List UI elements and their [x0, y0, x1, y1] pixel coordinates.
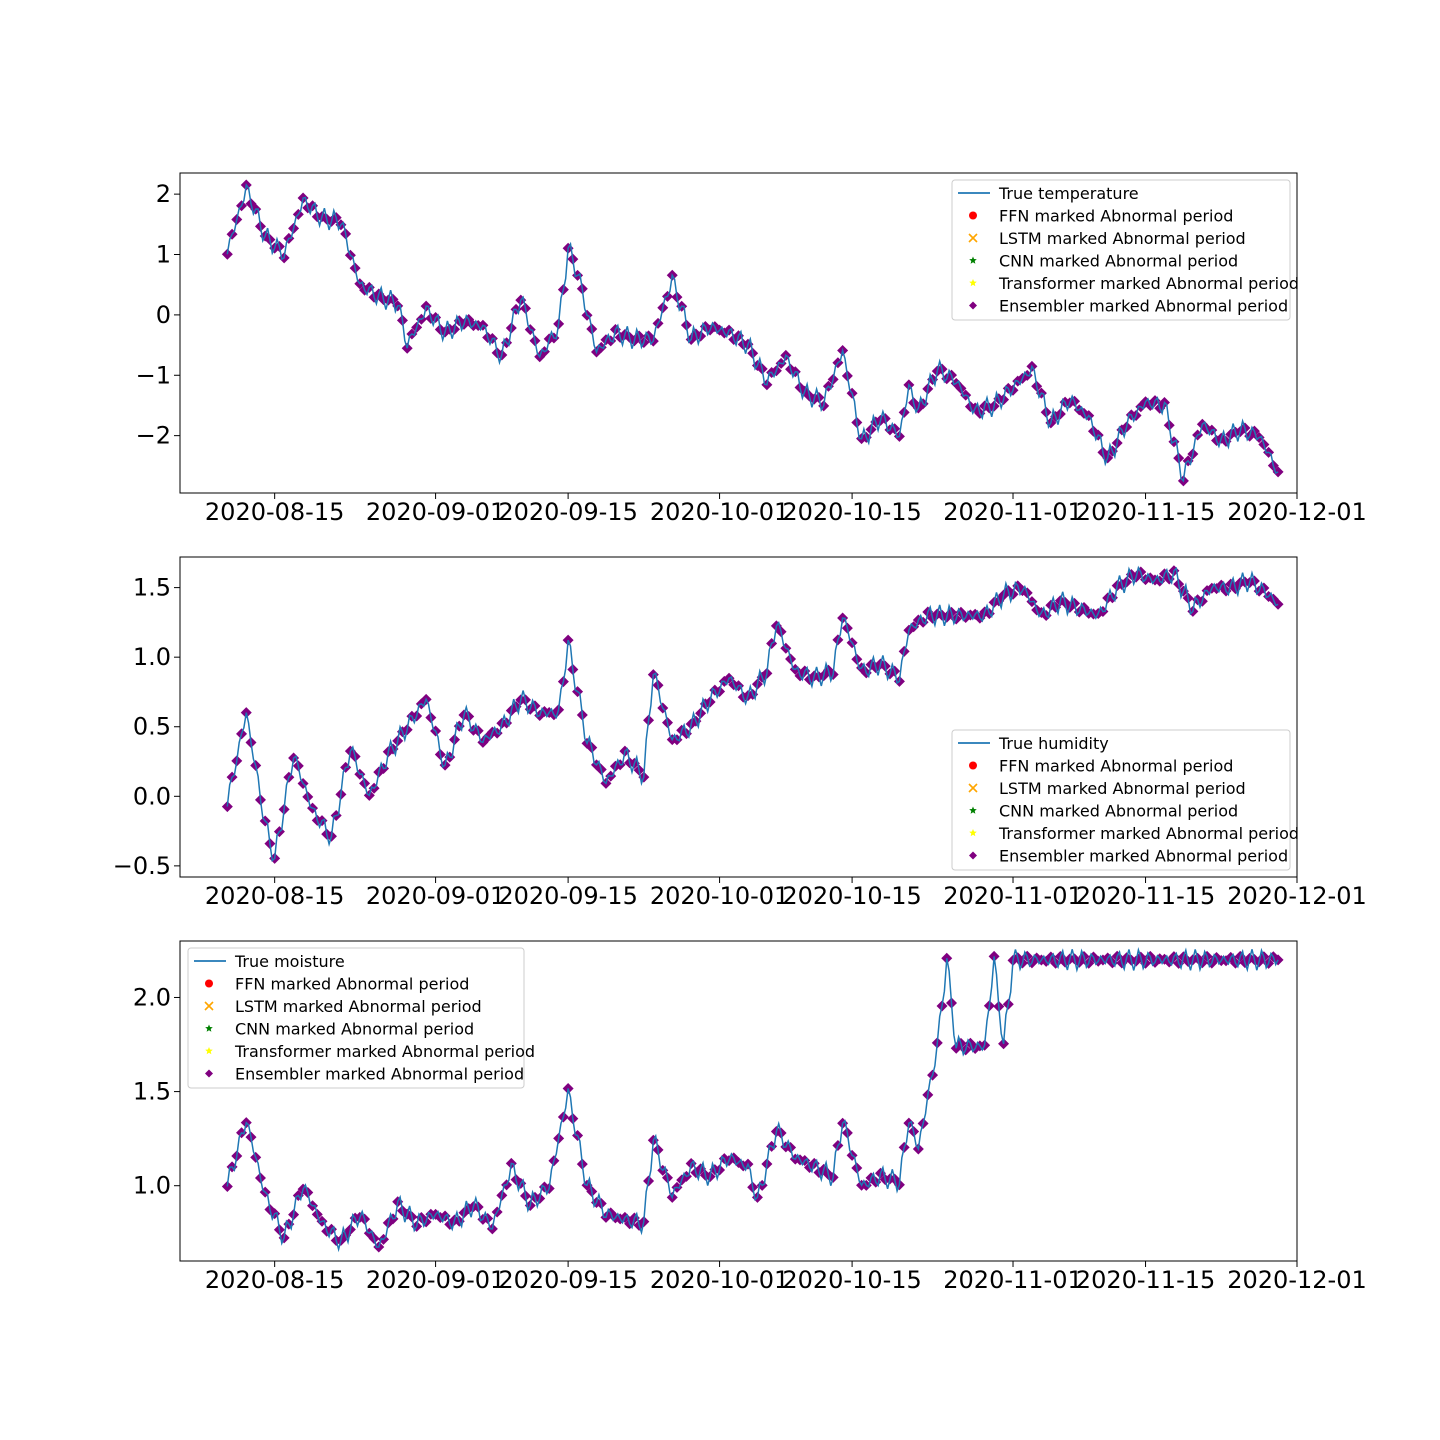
- legend: True moisture FFN marked Abnormal period L…: [187, 947, 535, 1089]
- legend-marker-icon: [969, 279, 977, 287]
- legend-marker-icon: [205, 979, 213, 988]
- x-tick-label: 2020-11-15: [1076, 498, 1215, 526]
- y-tick-label: −2: [136, 422, 171, 450]
- x-tick-label: 2020-12-01: [1227, 1266, 1366, 1294]
- legend-marker-icon: [969, 301, 977, 310]
- legend-marker-icon: [969, 829, 977, 837]
- y-tick-label: 0.5: [133, 713, 171, 741]
- series-line: [226, 183, 1279, 483]
- legend-entry-label: True moisture: [234, 952, 345, 971]
- legend-entry-label: FFN marked Abnormal period: [235, 975, 469, 994]
- legend-marker-icon: [205, 1047, 213, 1055]
- legend-marker-icon: [968, 233, 978, 243]
- legend-entry-label: Ensembler marked Abnormal period: [235, 1065, 524, 1084]
- axes-frame: [179, 556, 1298, 878]
- y-tick-label: 1: [156, 241, 171, 269]
- x-tick-label: 2020-12-01: [1227, 882, 1366, 910]
- legend-marker-icon: [969, 851, 977, 860]
- legend-entry-label: CNN marked Abnormal period: [999, 252, 1238, 271]
- legend-marker-icon: [205, 1024, 213, 1032]
- legend-entry-label: Ensembler marked Abnormal period: [999, 847, 1288, 866]
- legend-entry-label: Transformer marked Abnormal period: [998, 824, 1299, 843]
- x-tick-label: 2020-10-01: [650, 1266, 789, 1294]
- x-tick-label: 2020-11-15: [1076, 882, 1215, 910]
- legend-entry-label: Ensembler marked Abnormal period: [999, 297, 1288, 316]
- legend-entry-label: Transformer marked Abnormal period: [234, 1042, 535, 1061]
- x-tick-label: 2020-09-01: [366, 1266, 505, 1294]
- legend-marker-icon: [968, 783, 978, 793]
- x-tick-label: 2020-10-15: [782, 882, 921, 910]
- legend: True humidity FFN marked Abnormal period L…: [951, 729, 1299, 871]
- legend-marker-icon: [969, 806, 977, 814]
- x-tick-label: 2020-09-01: [366, 498, 505, 526]
- series-line: [226, 946, 1279, 1253]
- legend-marker-icon: [969, 761, 977, 770]
- legend-entry-label: True temperature: [998, 184, 1139, 203]
- x-tick-label: 2020-10-01: [650, 882, 789, 910]
- legend-entry-label: LSTM marked Abnormal period: [999, 229, 1246, 248]
- legend-box: [951, 729, 1291, 871]
- legend-marker-icon: [204, 1001, 214, 1011]
- y-tick-label: 1.5: [133, 1078, 171, 1106]
- y-tick-label: 1.5: [133, 574, 171, 602]
- axes-frame: [179, 940, 1298, 1262]
- y-tick-label: 2: [156, 180, 171, 208]
- x-tick-label: 2020-10-15: [782, 1266, 921, 1294]
- x-tick-label: 2020-08-15: [205, 882, 344, 910]
- legend-entry-label: FFN marked Abnormal period: [999, 757, 1233, 776]
- x-tick-label: 2020-09-15: [498, 498, 637, 526]
- x-tick-label: 2020-08-15: [205, 498, 344, 526]
- x-tick-label: 2020-09-15: [498, 1266, 637, 1294]
- x-tick-label: 2020-11-01: [943, 1266, 1082, 1294]
- legend: True temperature FFN marked Abnormal peri…: [951, 179, 1299, 321]
- legend-entry-label: CNN marked Abnormal period: [999, 802, 1238, 821]
- legend-entry-label: CNN marked Abnormal period: [235, 1020, 474, 1039]
- legend-marker-icon: [205, 1069, 213, 1078]
- axes-frame: [179, 172, 1298, 494]
- x-tick-label: 2020-09-01: [366, 882, 505, 910]
- x-tick-label: 2020-10-01: [650, 498, 789, 526]
- legend-entry-label: LSTM marked Abnormal period: [235, 997, 482, 1016]
- x-tick-label: 2020-11-15: [1076, 1266, 1215, 1294]
- series-line: [226, 565, 1279, 862]
- legend-entry-label: FFN marked Abnormal period: [999, 207, 1233, 226]
- y-tick-label: 1.0: [133, 643, 171, 671]
- x-tick-label: 2020-12-01: [1227, 498, 1366, 526]
- y-tick-label: −1: [136, 361, 171, 389]
- legend-box: [951, 179, 1291, 321]
- x-tick-label: 2020-08-15: [205, 1266, 344, 1294]
- legend-marker-icon: [969, 211, 977, 220]
- x-tick-label: 2020-11-01: [943, 498, 1082, 526]
- y-tick-label: −0.5: [113, 852, 171, 880]
- y-tick-label: 0.0: [133, 782, 171, 810]
- legend-entry-label: Transformer marked Abnormal period: [998, 274, 1299, 293]
- legend-entry-label: LSTM marked Abnormal period: [999, 779, 1246, 798]
- x-tick-label: 2020-09-15: [498, 882, 637, 910]
- legend-box: [187, 947, 525, 1089]
- y-tick-label: 1.0: [133, 1172, 171, 1200]
- x-tick-label: 2020-11-01: [943, 882, 1082, 910]
- y-tick-label: 2.0: [133, 983, 171, 1011]
- x-tick-label: 2020-10-15: [782, 498, 921, 526]
- legend-marker-icon: [969, 256, 977, 264]
- y-tick-label: 0: [156, 301, 171, 329]
- legend-entry-label: True humidity: [998, 734, 1109, 753]
